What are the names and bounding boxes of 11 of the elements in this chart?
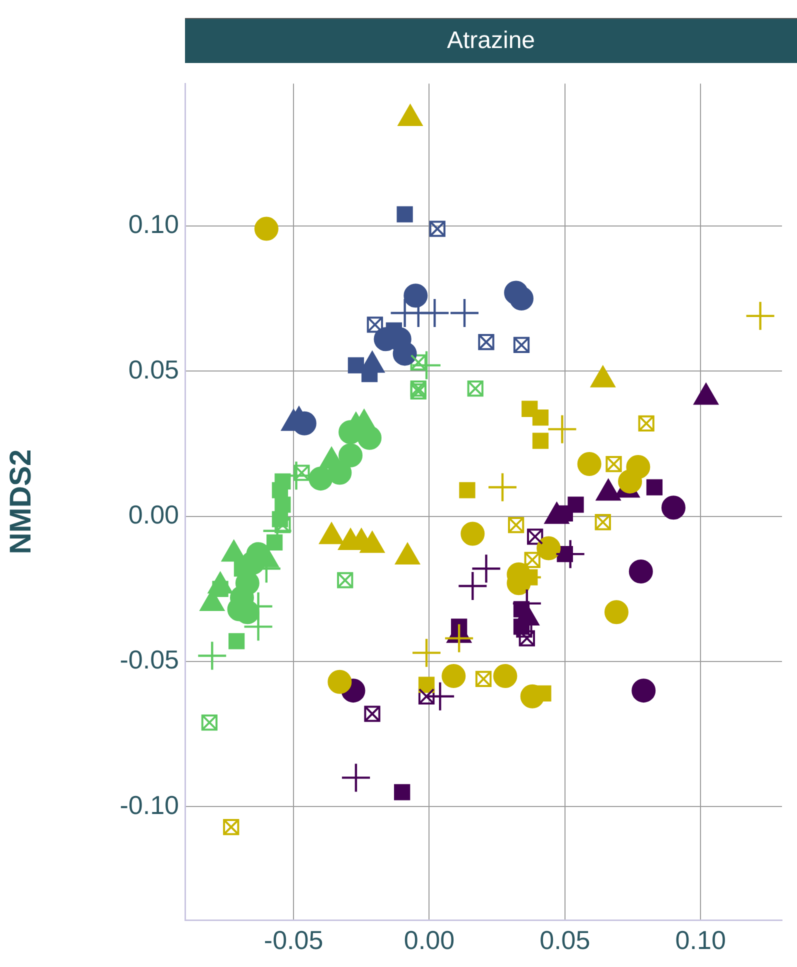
chart-title: Atrazine	[185, 18, 797, 63]
y-axis-title: NMDS2	[4, 449, 38, 554]
y-tick-label: -0.05	[120, 644, 179, 675]
y-tick-label: 0.05	[128, 354, 179, 384]
x-tick-label: 0.10	[675, 924, 726, 955]
x-tick-label: 0.00	[404, 924, 455, 955]
x-tick-label: 0.05	[540, 924, 590, 955]
y-tick-label: -0.10	[120, 790, 179, 820]
y-tick-label: 0.00	[128, 499, 179, 530]
x-tick-label: -0.05	[264, 924, 324, 955]
y-tick-label: 0.10	[128, 209, 179, 240]
